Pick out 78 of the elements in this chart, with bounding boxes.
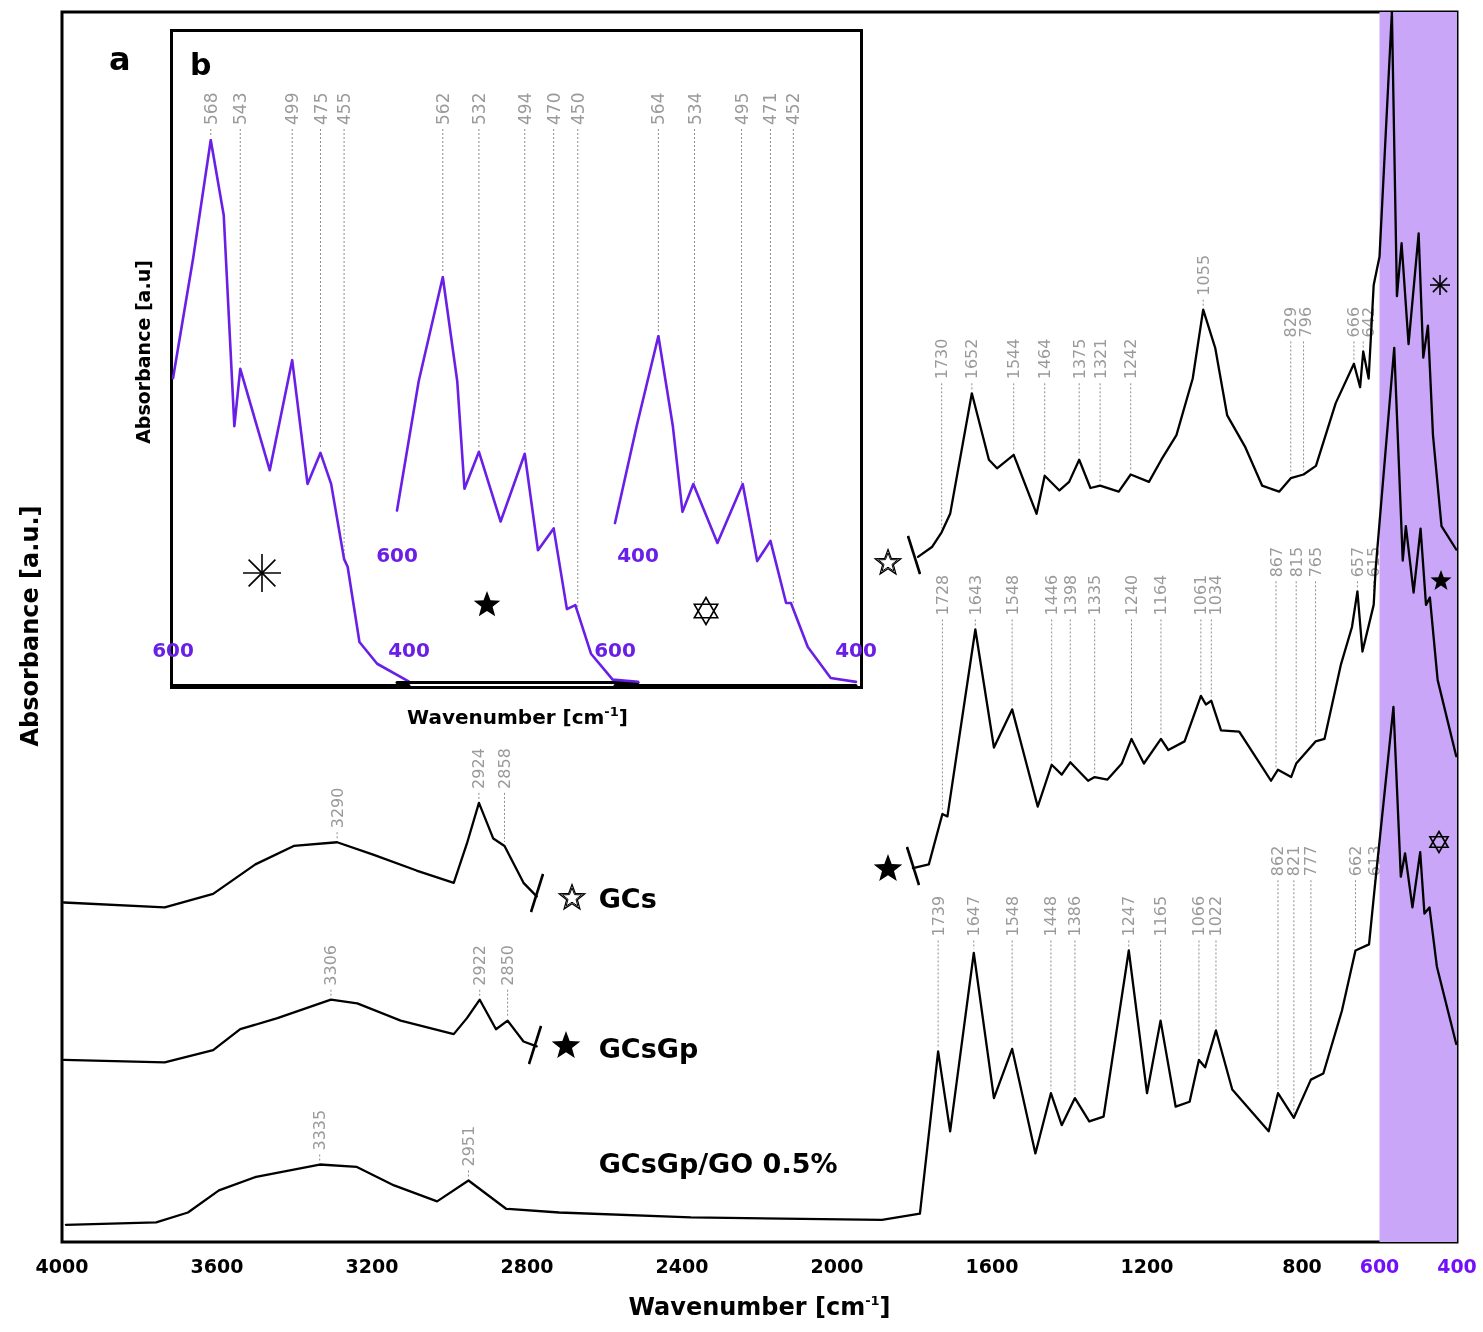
y-axis-title: Absorbance [a.u.]	[16, 505, 44, 747]
x-tick-label: 600	[376, 543, 418, 567]
annotation: 815	[1286, 546, 1306, 578]
x-tick-label: 400	[388, 638, 430, 662]
annotation: 455	[334, 92, 355, 125]
chart-title: b	[190, 46, 212, 82]
annotation: 1548	[1002, 574, 1022, 616]
annotation: 3335	[310, 1109, 330, 1151]
annotation: 1240	[1122, 574, 1141, 616]
annotation: 3290	[327, 787, 347, 829]
annotation: 495	[731, 92, 752, 125]
annotation: 1321	[1090, 338, 1110, 380]
annotation: 450	[567, 92, 588, 125]
x-tick-label: 600	[594, 638, 636, 662]
annotation: 1544	[1004, 338, 1024, 380]
annotation: 765	[1306, 546, 1326, 578]
annotation: 1386	[1065, 895, 1085, 937]
x-tick-label: 400	[617, 543, 659, 567]
annotation: 1728	[932, 574, 952, 616]
annotation: 452	[783, 92, 804, 125]
series-label: GCsGp/GO 0.5%	[598, 1148, 838, 1180]
x-tick-label: 600	[1359, 1254, 1400, 1277]
annotation: 1034	[1206, 574, 1226, 616]
y-axis-title: Absorbance [a.u]	[132, 260, 154, 444]
annotation: 1548	[1002, 895, 1022, 937]
annotation: 657	[1347, 546, 1367, 578]
annotation: 1165	[1151, 895, 1171, 937]
annotation: 1448	[1041, 895, 1061, 937]
annotation: 3306	[321, 944, 341, 986]
annotation: 1643	[965, 574, 985, 616]
annotation: 1022	[1206, 895, 1226, 937]
annotation: 2924	[469, 748, 489, 789]
x-tick-label: 3200	[345, 1254, 399, 1277]
x-tick-label: 3600	[190, 1254, 244, 1277]
annotation: 1652	[962, 338, 982, 380]
annotation: 470	[543, 92, 564, 125]
annotation: 475	[310, 92, 331, 125]
annotation: 499	[282, 92, 303, 125]
annotation: 1066	[1189, 895, 1209, 937]
annotation: 796	[1296, 306, 1316, 338]
annotation: 471	[760, 92, 781, 125]
x-tick-label: 2800	[500, 1254, 554, 1277]
annotation: 1446	[1042, 574, 1062, 616]
annotation: 1739	[928, 895, 948, 937]
x-tick-label: 1200	[1120, 1254, 1174, 1277]
annotation: 1730	[932, 338, 952, 380]
annotation: 534	[684, 92, 705, 125]
x-tick-label: 2400	[655, 1254, 709, 1277]
annotation: 2858	[495, 748, 515, 789]
annotation: 1055	[1193, 254, 1213, 296]
annotation: 777	[1301, 845, 1321, 877]
annotation: 562	[432, 92, 453, 125]
annotation: 662	[1345, 845, 1365, 877]
annotation: 1242	[1121, 338, 1141, 380]
x-tick-label: 800	[1282, 1254, 1322, 1277]
annotation: 2850	[498, 944, 518, 986]
x-tick-label: 1600	[965, 1254, 1019, 1277]
legend-label: GCs	[598, 882, 657, 914]
text: a	[109, 40, 131, 78]
annotation: 867	[1266, 546, 1286, 578]
annotation: 532	[468, 92, 489, 125]
annotation: 1464	[1035, 338, 1055, 380]
annotation: 494	[514, 92, 535, 125]
annotation: 568	[200, 92, 221, 125]
x-tick-label: 2000	[810, 1254, 864, 1277]
legend-label: GCsGp	[598, 1032, 699, 1064]
x-tick-label: 4000	[35, 1254, 89, 1277]
annotation: 1335	[1085, 574, 1105, 616]
annotation: 1164	[1151, 574, 1171, 616]
annotation: 1375	[1069, 338, 1089, 380]
annotation: 2922	[470, 944, 490, 986]
annotation: 543	[230, 92, 251, 125]
annotation: 2951	[458, 1125, 478, 1167]
annotation: 1398	[1060, 574, 1080, 616]
annotation: 564	[648, 92, 669, 125]
x-tick-label: 400	[1437, 1254, 1477, 1277]
annotation: 1247	[1119, 895, 1139, 937]
annotation: 1647	[964, 895, 984, 937]
